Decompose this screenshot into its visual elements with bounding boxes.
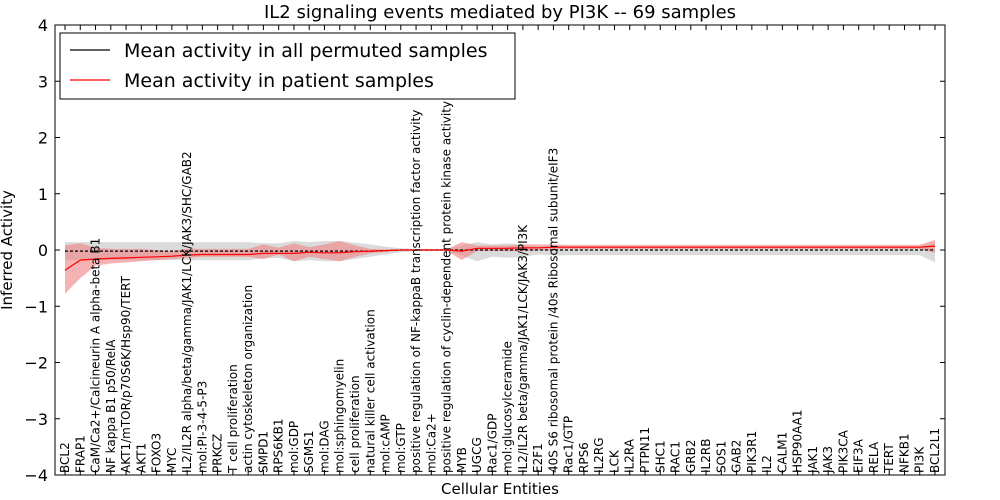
x-category-label: SGMS1 [302,430,316,473]
x-category-label: PI3K [913,446,927,473]
x-category-label: cell proliferation [348,375,362,473]
x-category-label: IL2RA [623,438,637,473]
x-category-label: E2F1 [531,443,545,473]
y-tick-label: 2 [38,129,48,148]
x-category-label: mol:GDP [287,421,301,473]
x-category-label: IL2/IL2R beta/gamma/JAK1/LCK/JAK3/PI3K [516,224,530,473]
y-tick-label: 0 [38,241,48,260]
x-category-label: Rac1/GDP [485,414,499,473]
x-category-label: PIK3R1 [745,431,759,473]
legend-label-patient: Mean activity in patient samples [124,70,434,92]
y-tick-label: −2 [24,354,48,373]
y-axis-label: Inferred Activity [0,190,16,310]
x-category-label: JAK3 [821,446,835,474]
x-category-label: CALM1 [775,432,789,473]
x-category-label: IL2RG [592,438,606,474]
x-category-label: T cell proliferation [226,364,240,474]
x-category-label: GRB2 [684,439,698,473]
y-tick-label: 3 [38,72,48,91]
x-category-label: IL2 [760,455,774,473]
x-category-label: FOXO3 [150,433,164,473]
x-category-label: mol:GTP [394,423,408,473]
x-category-label: EIF3A [852,438,866,473]
permuted-mean-line [65,249,935,252]
x-category-label: LCK [607,449,621,473]
chart-title: IL2 signaling events mediated by PI3K --… [264,2,736,23]
x-category-label: FRAP1 [73,435,87,473]
x-category-label: UGCG [470,437,484,473]
x-category-label: BCL2L1 [928,428,942,473]
legend-label-permuted: Mean activity in all permuted samples [124,40,487,62]
x-category-label: MYC [165,448,179,473]
x-category-label: BCL2 [58,442,72,473]
legend-box [59,32,516,100]
x-category-label: PTPN11 [638,427,652,473]
plot-frame [54,24,946,476]
x-category-label: RELA [867,441,881,473]
x-category-label: AKT1 [134,443,148,473]
x-category-label: NFKB1 [897,433,911,473]
x-category-label: positive regulation of NF-kappaB transcr… [409,110,423,473]
x-category-label: PIK3CA [836,429,850,473]
patient-mean-line [64,245,936,271]
x-category-label: Rac1/GTP [562,416,576,473]
y-tick-label: 1 [38,185,48,204]
x-category-label: mol:PI-3-4-5-P3 [195,381,209,473]
x-category-label: mol:Ca2+ [424,413,438,473]
x-category-label: SOS1 [714,441,728,473]
x-category-label: JAK1 [806,446,820,474]
x-category-label: AKT1/mTOR/p70S6K/Hsp90/TERT [119,275,133,473]
x-category-label: HSP90AA1 [791,409,805,473]
y-tick-label: −4 [24,466,48,485]
x-category-label: actin cytoskeleton organization [241,285,255,473]
x-category-label: mol:DAG [317,420,331,473]
x-category-label: natural killer cell activation [363,309,377,473]
x-category-label: TERT [882,443,896,474]
x-category-label: GAB2 [730,440,744,473]
legend: Mean activity in all permuted samples Me… [59,32,516,100]
x-category-label: IL2RB [699,439,713,473]
x-category-label: mol:sphingomyelin [333,359,347,473]
x-category-label: mol:glucosylceramide [501,341,515,473]
x-category-label: SHC1 [653,440,667,473]
x-category-label: RPS6KB1 [272,418,286,473]
x-category-label: MYB [455,447,469,473]
x-category-label: CaM/Ca2+/Calcineurin A alpha-beta B1 [89,238,103,473]
x-category-label: RPS6 [577,442,591,473]
x-category-label: 40S S6 ribosomal protein /40s Ribosomal … [546,148,560,473]
x-category-label: PRKCZ [211,434,225,473]
x-category-label: NF kappa B1 p50/RelA [104,339,118,473]
x-category-label: positive regulation of cyclin-dependent … [440,101,454,473]
x-category-label: SMPD1 [256,431,270,473]
x-axis-label: Cellular Entities [441,480,559,498]
y-tick-label: 4 [38,16,48,35]
x-category-label: mol:cAMP [379,414,393,473]
x-category-label: RAC1 [669,441,683,473]
y-tick-label: −3 [24,410,48,429]
x-category-label: IL2/IL2R alpha/beta/gamma/JAK1/LCK/JAK3/… [180,151,194,473]
y-tick-label: −1 [24,297,48,316]
